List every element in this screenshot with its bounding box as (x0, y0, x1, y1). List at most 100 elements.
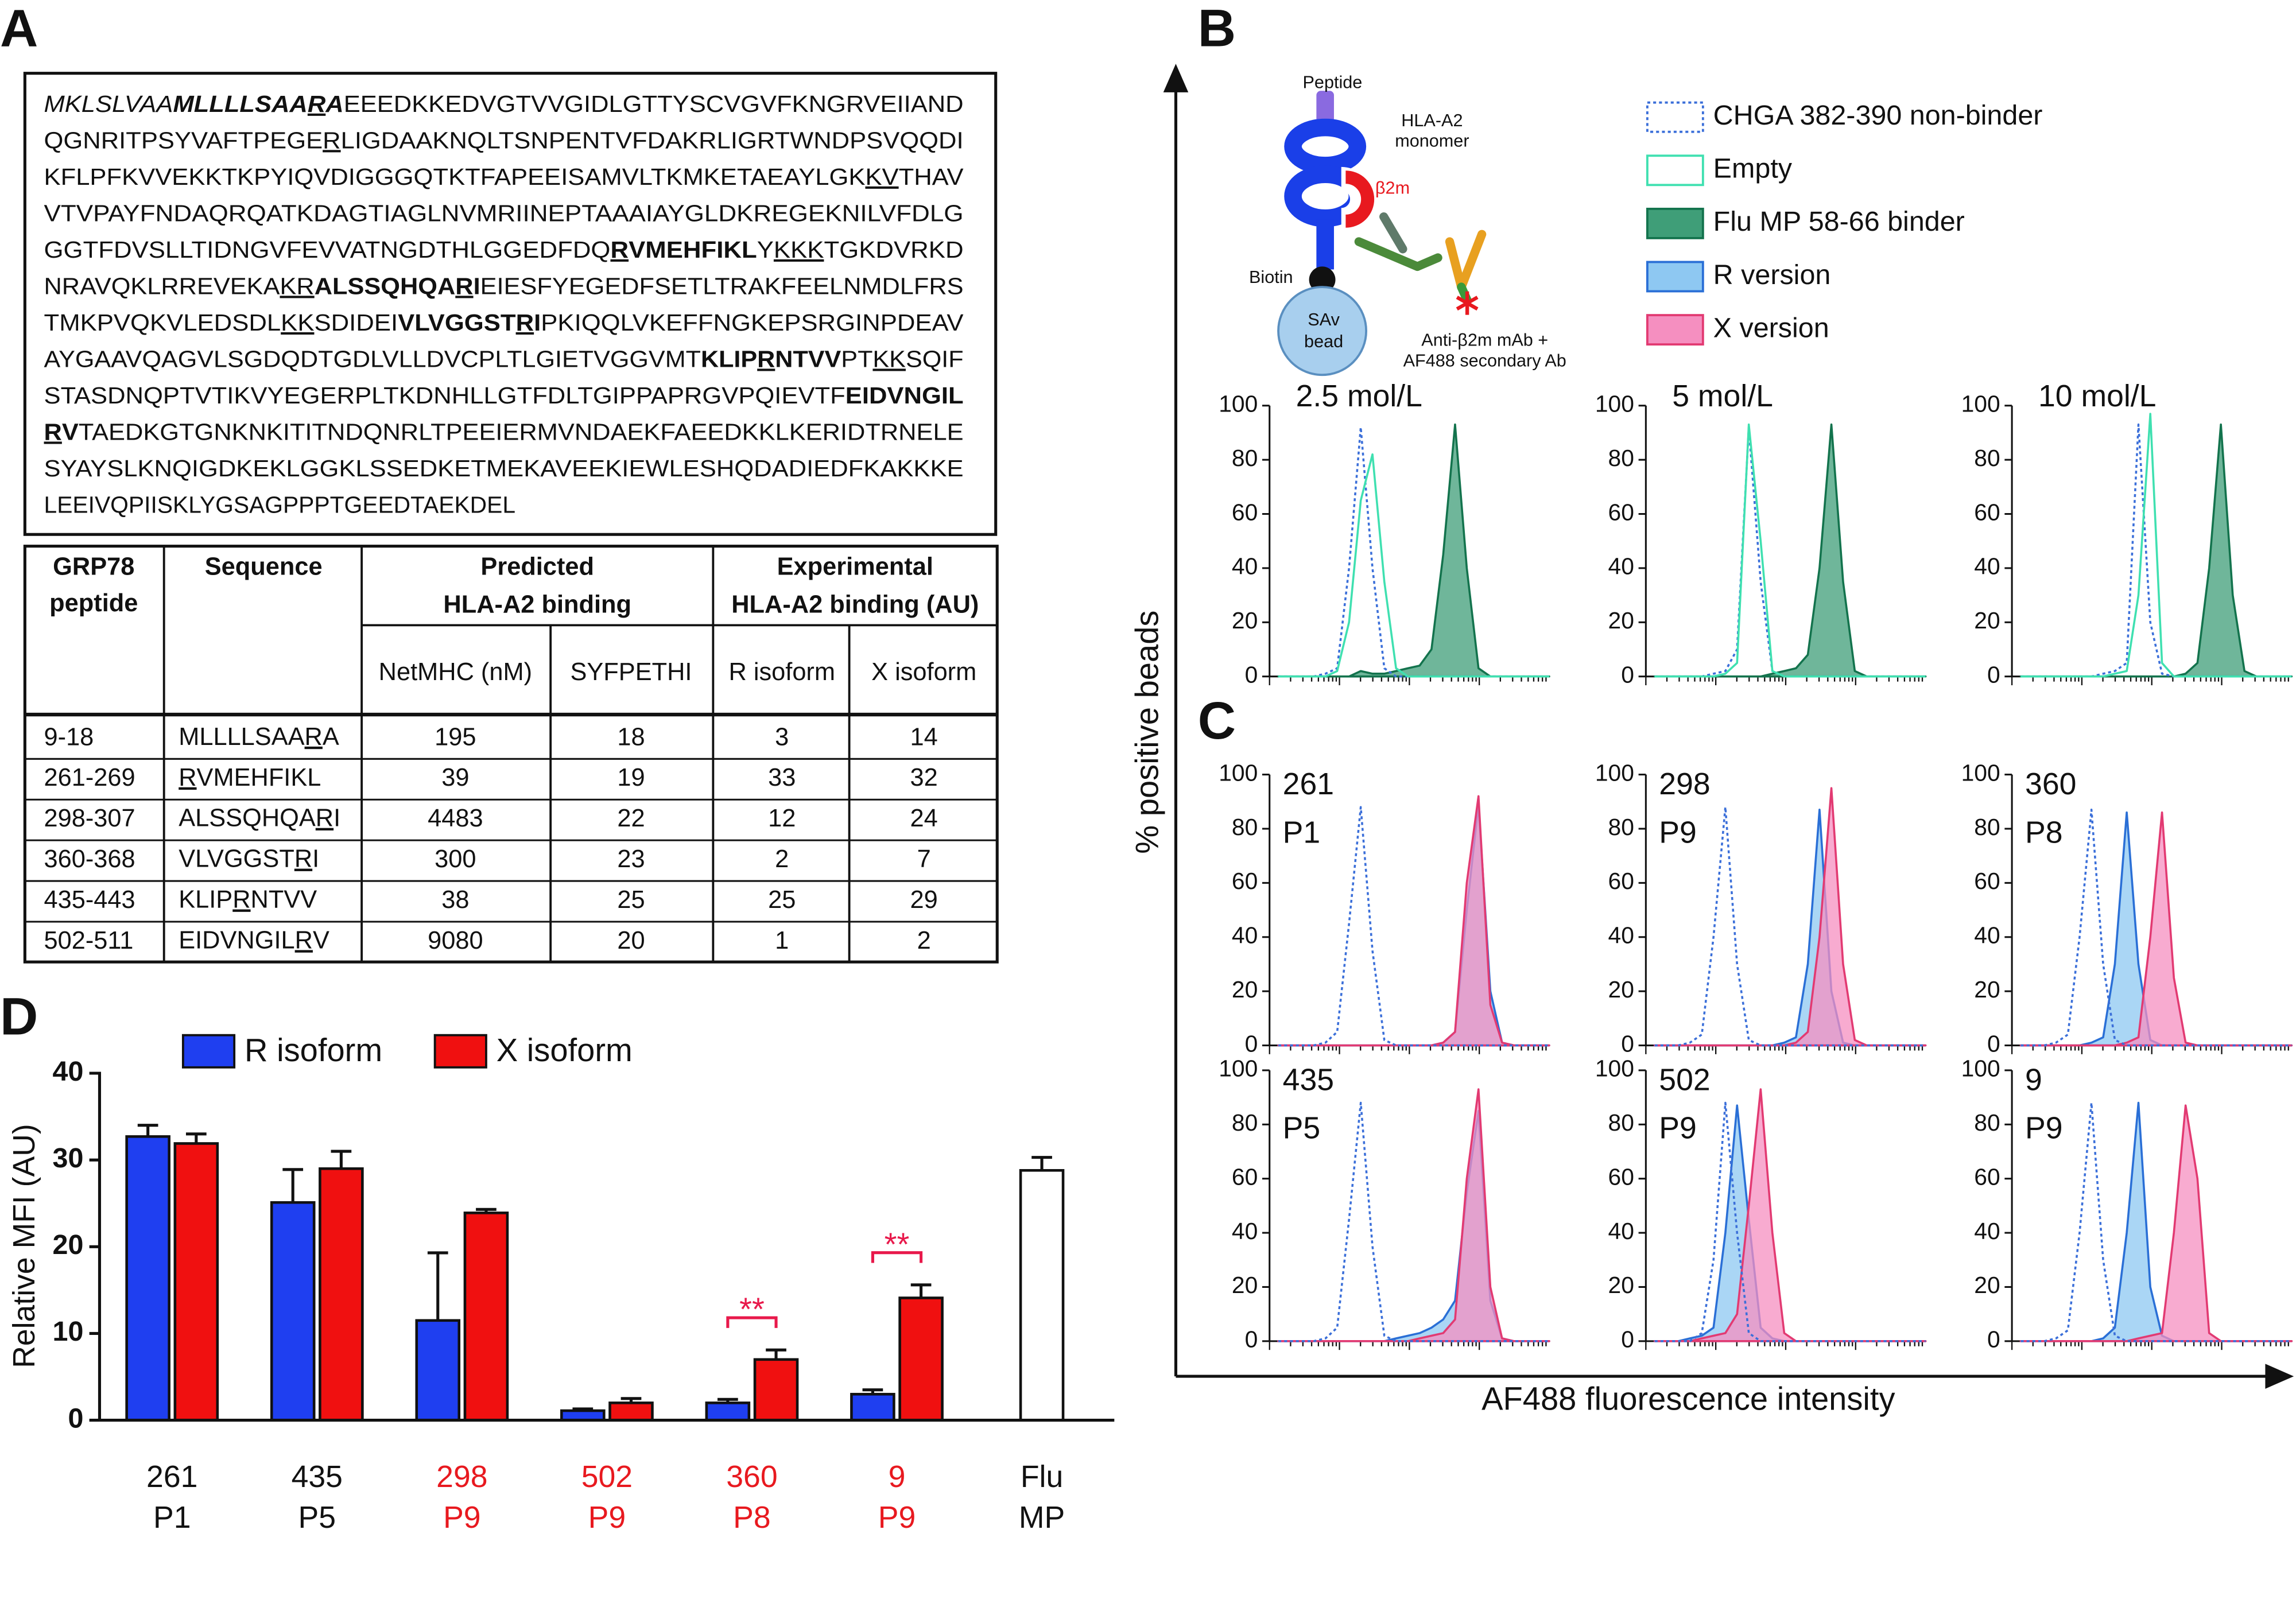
sequence-segment: VMEHFIKL (197, 764, 321, 791)
histogram-curve (1654, 423, 1926, 678)
sequence-segment: R (44, 418, 62, 445)
sequence-segment: Y (757, 236, 774, 263)
table-cell: 18 (617, 723, 645, 751)
y-tick-label: 60 (1232, 499, 1258, 525)
x-tick-label: P9 (878, 1501, 916, 1535)
sequence-segment: PKIQQLVKEFFNGKEPSRGINPDEAV (541, 309, 964, 336)
antibody-arm (1379, 212, 1407, 254)
y-tick-label: 0 (1245, 1030, 1258, 1057)
y-tick-label: 40 (53, 1056, 84, 1087)
schematic (1277, 91, 1487, 376)
sequence-segment: I (534, 309, 541, 336)
panel-title: 435 (1283, 1063, 1334, 1097)
bar (319, 1167, 364, 1422)
sequence-segment: SQIF (906, 345, 964, 372)
table-cell: 25 (768, 886, 796, 914)
sequence-segment: NTVV (251, 886, 317, 914)
y-tick-label: 0 (1621, 1030, 1634, 1057)
schematic-label: β2m (1375, 178, 1410, 197)
schematic-label: SAv (1308, 310, 1340, 329)
legend-label: X version (1713, 312, 1829, 343)
significance-bracket (726, 1316, 778, 1328)
y-tick-label: 40 (1608, 922, 1634, 949)
sequence-segment: KKK (774, 236, 824, 263)
panel-label: C (1198, 692, 1236, 750)
bar (705, 1402, 751, 1422)
panel-label: D (0, 987, 38, 1046)
table-cell: 9-18 (44, 723, 94, 751)
table-cell: 39 (441, 764, 469, 791)
table-cell: MLLLLSAARA (179, 723, 339, 751)
sequence-line: AYGAAVQAGVLSGDQDTGDLVLLDVCPLTLGIETVGGVMT… (44, 345, 964, 372)
histogram-curve (1654, 806, 1926, 1047)
y-tick-label: 0 (1987, 661, 2000, 688)
x-tick-label: 261 (146, 1460, 197, 1494)
sequence-segment: KFLPFKVVEKKTKPYIQVDIGGGQTKTFAPEEISAMVLTK… (44, 164, 866, 190)
y-tick-label: 60 (1608, 868, 1634, 894)
y-tick-label: 40 (1232, 1218, 1258, 1244)
x-tick-label: 502 (581, 1460, 633, 1494)
y-tick-label: 20 (1974, 1272, 2000, 1298)
y-tick-label: 80 (1608, 814, 1634, 840)
histogram-curve (2020, 413, 2292, 678)
panel-title: P9 (1659, 816, 1697, 849)
sequence-segment: ALSSQHQA (179, 805, 316, 832)
sequence-segment: R (305, 723, 323, 751)
y-tick-label: 60 (1974, 868, 2000, 894)
y-tick-label: 100 (1219, 391, 1258, 417)
y-tick-label: 20 (1232, 976, 1258, 1003)
sequence-segment: QGNRITPSYVAFTPEGE (44, 127, 323, 153)
table-cell: 300 (435, 845, 476, 873)
table-frame (23, 545, 999, 964)
table-header: GRP78 (53, 553, 134, 580)
b2m-icon (1345, 170, 1375, 228)
frame-axes (1163, 64, 2294, 1389)
table-grid (23, 545, 999, 964)
y-tick-label: 0 (1987, 1030, 2000, 1057)
legend-swatch (181, 1034, 236, 1069)
sequence-segment: SDIDEI (314, 309, 398, 336)
sequence-segment: VMEHFIKL (629, 236, 757, 263)
table-cell: 2 (775, 845, 789, 873)
histogram-curve (1277, 1110, 1550, 1342)
sequence-segment: R (294, 845, 312, 873)
legend-label: CHGA 382-390 non-binder (1713, 100, 2043, 131)
table-cell: 14 (910, 723, 938, 751)
antibody-arm (1445, 237, 1466, 292)
sequence-segment: R (308, 91, 326, 117)
y-tick-label: 40 (1974, 922, 2000, 949)
sequence-segment: MLLLLSAA (179, 723, 304, 751)
table-cell: 22 (617, 805, 645, 832)
y-tick-label: 20 (1608, 1272, 1634, 1298)
sequence-segment: R (610, 236, 629, 263)
panel-title: P1 (1283, 816, 1321, 849)
x-tick-label: P9 (588, 1501, 626, 1535)
sequence-line: LEEIVQPIISKLYGSAGPPPTGEEDTAEKDEL (44, 491, 516, 518)
sequence-segment: STASDNQPTVTIKVYEGERPLTKDNHLLGTFDLTGIPPAP… (44, 382, 846, 409)
sequence-segment: R (316, 805, 333, 832)
x-tick-label: P8 (733, 1501, 771, 1535)
sequence-segment: KK (872, 345, 906, 372)
histogram-curve (1278, 1101, 1549, 1342)
y-tick-label: 100 (1595, 759, 1634, 786)
y-tick-label: 80 (1974, 445, 2000, 471)
y-tick-label: 40 (1608, 1218, 1634, 1244)
y-tick-label: 80 (1608, 445, 1634, 471)
y-tick-label: 80 (1232, 1109, 1258, 1136)
y-axis-title: Relative MFI (AU) (7, 1124, 41, 1368)
bead-icon (1277, 286, 1368, 376)
y-tick-label: 100 (1595, 1055, 1634, 1082)
x-tick-label: 9 (889, 1460, 906, 1494)
schematic-label: Peptide (1303, 73, 1363, 92)
histogram-curve (1654, 1101, 1926, 1342)
sequence-line: QGNRITPSYVAFTPEGE R LIGDAAKNQLTSNPENTVFDAK… (44, 127, 964, 153)
y-tick-label: 0 (1987, 1326, 2000, 1353)
y-tick-label: 20 (1974, 976, 2000, 1003)
histogram-curve (1278, 453, 1549, 678)
y-tick-label: 60 (1232, 1163, 1258, 1190)
table-cell: 195 (435, 723, 476, 751)
y-tick-label: 100 (1961, 391, 2000, 417)
table-subheader: X isoform (871, 658, 976, 686)
sequence-segment: I (333, 805, 340, 832)
table-cell: 435-443 (44, 886, 135, 914)
